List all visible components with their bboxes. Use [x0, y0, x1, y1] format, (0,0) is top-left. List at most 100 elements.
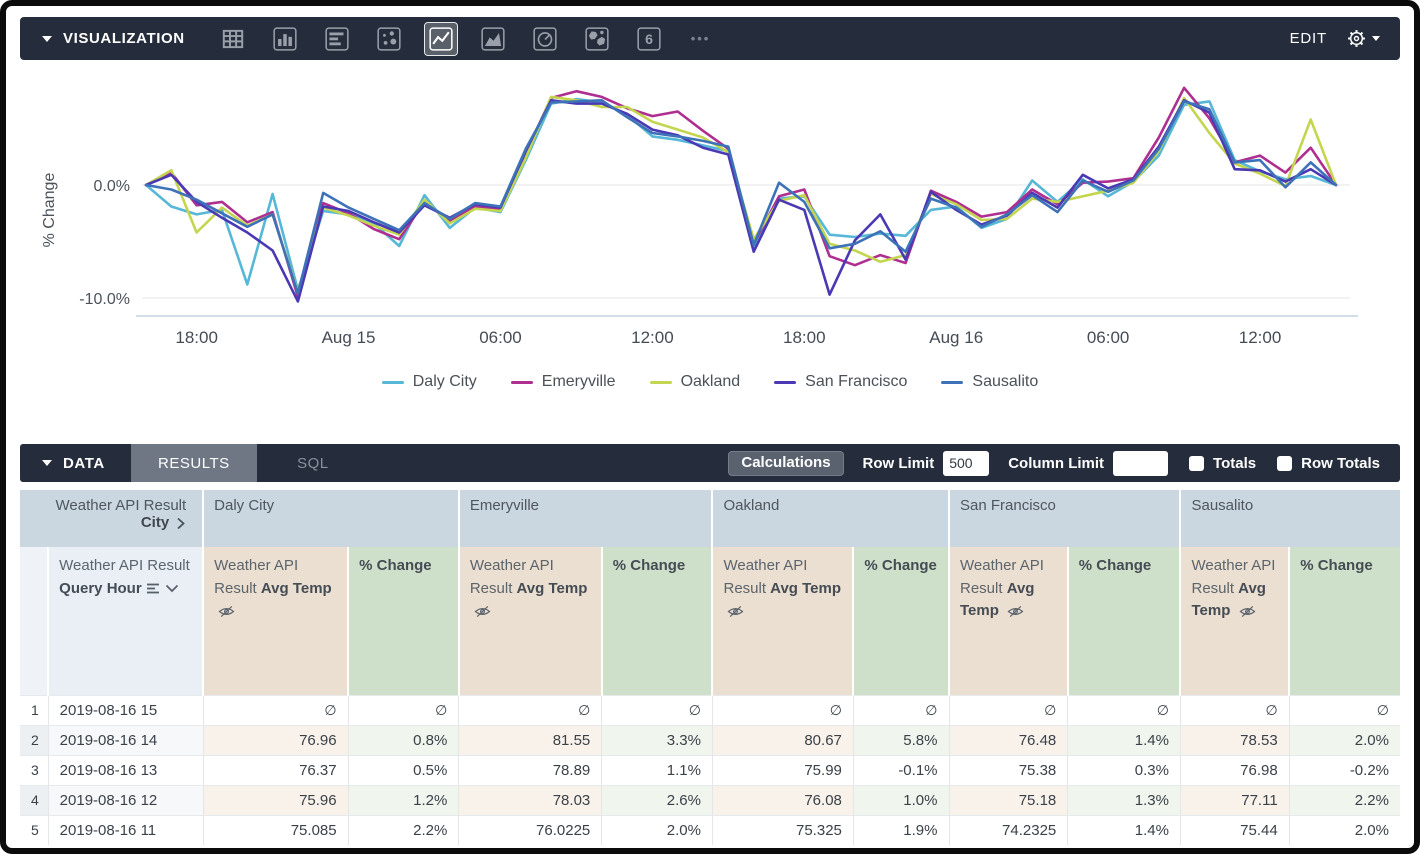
- column-limit-label: Column Limit: [1008, 454, 1105, 472]
- value-cell: 76.48: [948, 724, 1068, 755]
- col-header-pct-change-emeryville[interactable]: % Change: [600, 547, 713, 695]
- table-row: 4 2019-08-16 12 75.96 1.2% 78.03 2.6% 76.08 1.0…: [20, 784, 1400, 815]
- table-chart-icon[interactable]: [217, 23, 249, 55]
- col-header-avg-temp-daly-city[interactable]: Weather API Result Avg Temp: [202, 547, 349, 695]
- row-number: 2: [20, 724, 49, 755]
- value-cell: 1.4%: [1067, 724, 1181, 755]
- legend-swatch: [381, 380, 404, 384]
- col-header-avg-temp-oakland[interactable]: Weather API Result Avg Temp: [711, 547, 854, 695]
- query-hour-cell: 2019-08-16 15: [47, 694, 204, 725]
- data-collapse-caret-icon[interactable]: [42, 460, 52, 466]
- value-cell: 80.67: [711, 724, 854, 755]
- column-limit-input[interactable]: [1113, 450, 1169, 476]
- value-cell: 74.2325: [948, 814, 1068, 845]
- value-cell: 2.0%: [601, 814, 713, 845]
- x-tick-label: Aug 15: [322, 328, 376, 347]
- area-chart-icon[interactable]: [477, 23, 509, 55]
- totals-label: Totals: [1213, 454, 1257, 472]
- table-row: 3 2019-08-16 13 76.37 0.5% 78.89 1.1% 75.99 -0.…: [20, 754, 1400, 785]
- totals-checkbox[interactable]: [1189, 455, 1205, 471]
- value-cell: 1.2%: [347, 784, 459, 815]
- legend-swatch: [649, 380, 672, 384]
- y-tick-label: 0.0%: [94, 178, 130, 195]
- line-chart-icon[interactable]: [423, 21, 458, 56]
- col-header-pct-change-oakland[interactable]: % Change: [852, 547, 949, 695]
- line-chart: 0.0% -10.0% % Change 18:00 Aug 15 06:00 12:00 1…: [41, 86, 1358, 347]
- x-tick-label: 18:00: [783, 328, 826, 347]
- col-header-query-hour[interactable]: Weather API Result Query Hour: [47, 547, 204, 695]
- table-row: 5 2019-08-16 11 75.085 2.2% 76.0225 2.0% 75.32…: [20, 814, 1400, 845]
- bar-chart-icon[interactable]: [269, 23, 301, 55]
- pivot-value-header-san-francisco[interactable]: San Francisco: [947, 490, 1181, 547]
- legend-label: San Francisco: [805, 373, 908, 390]
- legend-item-san-francisco[interactable]: San Francisco: [774, 373, 907, 391]
- null-cell: ∅: [1067, 694, 1181, 725]
- row-totals-checkbox[interactable]: [1277, 455, 1293, 471]
- value-cell: 76.08: [711, 784, 854, 815]
- value-cell: 75.18: [948, 784, 1068, 815]
- more-chart-types-icon[interactable]: •••: [690, 31, 711, 46]
- pivot-value-header-sausalito[interactable]: Sausalito: [1179, 490, 1400, 547]
- value-cell: 78.89: [458, 754, 602, 785]
- value-cell: 0.5%: [347, 754, 459, 785]
- legend-swatch: [941, 380, 964, 384]
- viz-settings-menu[interactable]: [1345, 27, 1380, 50]
- query-hour-cell: 2019-08-16 12: [47, 784, 204, 815]
- col-header-avg-temp-sausalito[interactable]: Weather API Result Avg Temp: [1179, 547, 1290, 695]
- pie-chart-icon[interactable]: [529, 23, 561, 55]
- pivot-field-header[interactable]: Weather API Result City: [20, 490, 204, 547]
- calculations-button[interactable]: Calculations: [728, 450, 844, 476]
- single-value-icon[interactable]: 6: [633, 23, 665, 55]
- legend-item-sausalito[interactable]: Sausalito: [941, 373, 1038, 391]
- null-cell: ∅: [948, 694, 1068, 725]
- edit-button[interactable]: EDIT: [1289, 30, 1327, 47]
- query-hour-cell: 2019-08-16 14: [47, 724, 204, 755]
- data-bar: DATA RESULTS SQL Calculations Row Limit …: [20, 444, 1400, 482]
- row-limit-input[interactable]: [943, 450, 990, 476]
- scatter-chart-icon[interactable]: [373, 23, 405, 55]
- legend-swatch: [510, 380, 533, 384]
- x-tick-label: 06:00: [479, 328, 522, 347]
- legend-item-oakland[interactable]: Oakland: [649, 373, 740, 391]
- row-number: 3: [20, 754, 49, 785]
- pivot-value-header-daly-city[interactable]: Daly City: [202, 490, 459, 547]
- col-header-avg-temp-san-francisco[interactable]: Weather API Result Avg Temp: [948, 547, 1068, 695]
- tab-sql[interactable]: SQL: [297, 454, 329, 472]
- row-number: 4: [20, 784, 49, 815]
- table-row: 1 2019-08-16 15 ∅ ∅ ∅ ∅ ∅ ∅ ∅ ∅ ∅ ∅: [20, 694, 1400, 725]
- horizontal-bar-chart-icon[interactable]: [321, 23, 353, 55]
- pivot-value-header-oakland[interactable]: Oakland: [711, 490, 949, 547]
- value-cell: 76.0225: [458, 814, 602, 845]
- col-header-pct-change-san-francisco[interactable]: % Change: [1066, 547, 1181, 695]
- value-cell: -0.1%: [852, 754, 949, 785]
- value-cell: -0.2%: [1288, 754, 1400, 785]
- col-header-pct-change-sausalito[interactable]: % Change: [1288, 547, 1400, 695]
- results-table-wrap: Weather API Result City Daly City Emeryvill…: [20, 490, 1400, 845]
- collapse-caret-icon[interactable]: [42, 35, 52, 42]
- null-cell: ∅: [458, 694, 602, 725]
- value-cell: 0.8%: [347, 724, 459, 755]
- value-cell: 2.2%: [347, 814, 459, 845]
- col-header-avg-temp-emeryville[interactable]: Weather API Result Avg Temp: [457, 547, 602, 695]
- value-cell: 77.11: [1179, 784, 1290, 815]
- legend-item-emeryville[interactable]: Emeryville: [510, 373, 616, 391]
- value-cell: 1.1%: [601, 754, 713, 785]
- tab-results[interactable]: RESULTS: [130, 444, 257, 482]
- visualization-title: VISUALIZATION: [63, 30, 185, 47]
- y-axis-title: % Change: [41, 173, 58, 248]
- null-cell: ∅: [347, 694, 459, 725]
- legend-item-daly-city[interactable]: Daly City: [381, 373, 477, 391]
- pivot-value-header-emeryville[interactable]: Emeryville: [457, 490, 713, 547]
- value-cell: 75.325: [711, 814, 854, 845]
- null-cell: ∅: [1179, 694, 1290, 725]
- col-header-pct-change-daly-city[interactable]: % Change: [347, 547, 459, 695]
- value-cell: 75.99: [711, 754, 854, 785]
- value-cell: 0.3%: [1067, 754, 1181, 785]
- gear-icon[interactable]: [1345, 27, 1368, 50]
- value-cell: 1.9%: [852, 814, 949, 845]
- gear-caret-icon: [1372, 36, 1380, 41]
- pivot-header-row: Weather API Result City Daly City Emeryvill…: [20, 490, 1400, 547]
- value-cell: 75.085: [202, 814, 349, 845]
- map-chart-icon[interactable]: [581, 23, 613, 55]
